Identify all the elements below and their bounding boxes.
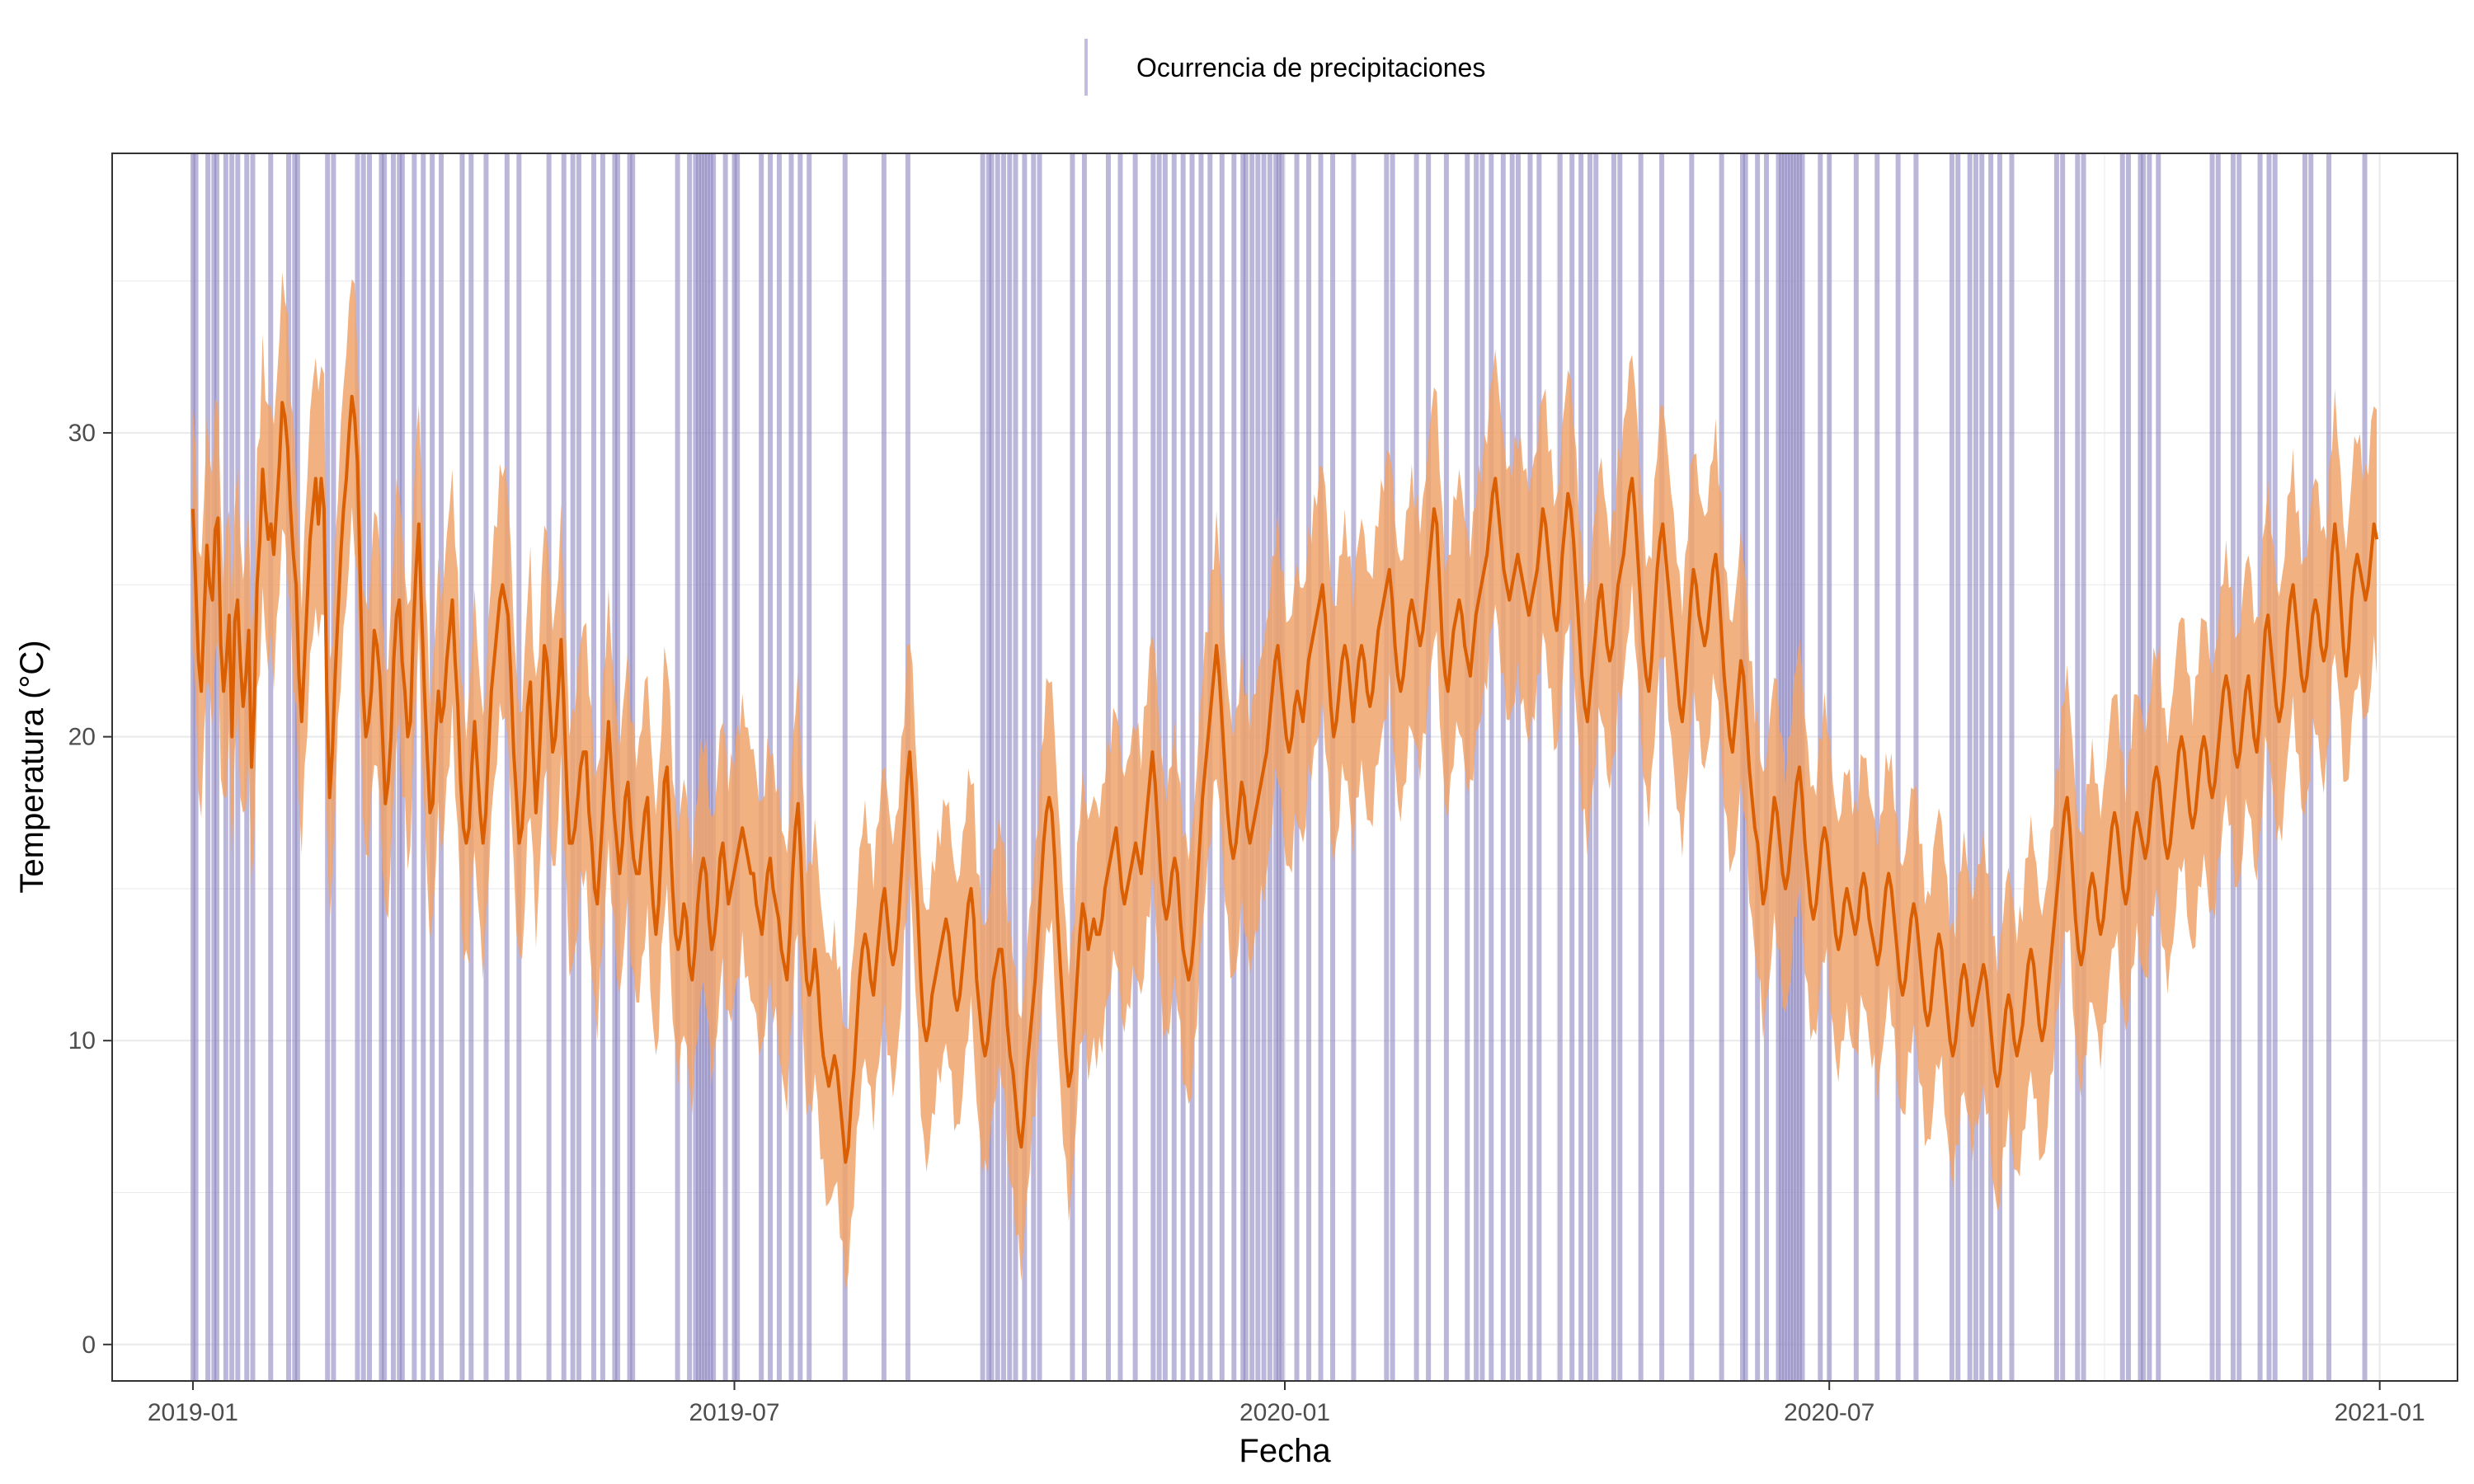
y-tick-label: 10 <box>68 1027 96 1054</box>
x-tick-label: 2019-01 <box>148 1399 238 1426</box>
y-axis-title: Temperatura (°C) <box>14 640 50 893</box>
legend-label-rain: Ocurrencia de precipitaciones <box>1136 53 1485 82</box>
x-tick-label: 2020-07 <box>1784 1399 1874 1426</box>
x-tick-label: 2019-07 <box>689 1399 779 1426</box>
axis-ticks: 0 10 20 30 2019-01 2019-07 2020-01 2020-07 2021-… <box>68 420 2425 1426</box>
x-axis-title: Fecha <box>1239 1433 1331 1469</box>
temperature-band <box>192 271 2378 1294</box>
legend: Ocurrencia de precipitaciones <box>1084 39 1485 96</box>
x-tick-label: 2020-01 <box>1239 1399 1330 1426</box>
temperature-line <box>190 394 2379 1164</box>
x-tick-label: 2021-01 <box>2335 1399 2425 1426</box>
y-tick-label: 0 <box>82 1331 96 1359</box>
y-tick-label: 30 <box>68 420 96 447</box>
y-tick-label: 20 <box>68 724 96 751</box>
